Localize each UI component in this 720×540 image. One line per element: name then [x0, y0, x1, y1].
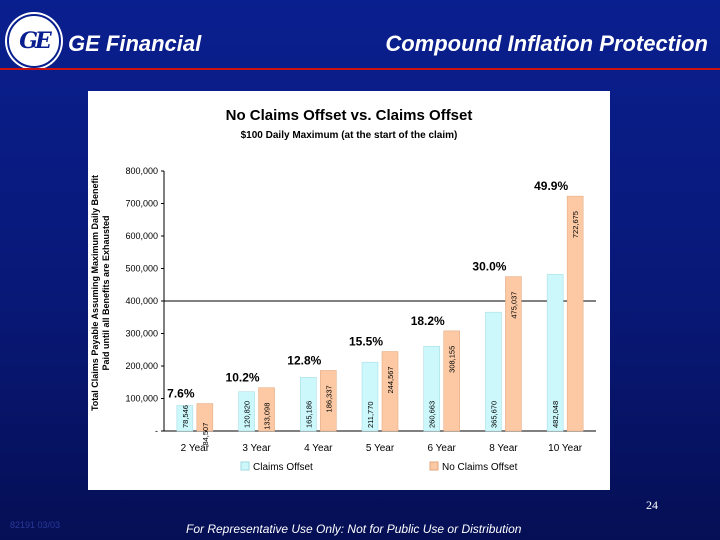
legend-swatch-no-claims-offset [429, 461, 439, 471]
data-label-claims-offset: 165,186 [304, 401, 313, 428]
bar-claims-offset [546, 274, 564, 432]
data-label-no-claims-offset: 244,567 [386, 366, 395, 393]
percentage-label: 49.9% [534, 179, 568, 193]
chart-subtitle: $100 Daily Maximum (at the start of the … [241, 130, 458, 141]
bar-no-claims-offset [505, 276, 522, 432]
page-number: 24 [646, 498, 658, 512]
data-label-no-claims-offset: 133,098 [263, 403, 272, 430]
header-rule [0, 68, 720, 70]
page-title: Compound Inflation Protection [385, 31, 708, 56]
bar-chart: No Claims Offset vs. Claims Offset $100 … [90, 107, 596, 473]
x-tick-label: 10 Year [548, 443, 583, 454]
y-axis-label-line2: Paid until all Benefits are Exhausted [101, 215, 111, 370]
data-label-claims-offset: 482,048 [551, 401, 560, 428]
y-tick-label: 700,000 [125, 199, 158, 209]
y-axis-label-line1: Total Claims Payable Assuming Maximum Da… [90, 175, 100, 411]
bar-claims-offset [423, 346, 440, 432]
x-tick-label: 2 Year [181, 443, 210, 454]
data-label-claims-offset: 260,663 [428, 401, 437, 428]
brand-title: GE Financial [68, 31, 202, 56]
data-label-no-claims-offset: 722,675 [571, 211, 580, 238]
x-tick-label: 3 Year [242, 443, 271, 454]
y-tick-label: 200,000 [125, 361, 158, 371]
data-label-claims-offset: 120,820 [243, 401, 252, 428]
data-label-no-claims-offset: 308,155 [448, 346, 457, 373]
percentage-label: 15.5% [349, 335, 383, 349]
bar-no-claims-offset [320, 370, 337, 432]
x-tick-label: 8 Year [489, 443, 518, 454]
bar-no-claims-offset [443, 330, 460, 432]
bar-claims-offset [485, 311, 502, 432]
y-tick-label: 500,000 [125, 264, 158, 274]
chart-title: No Claims Offset vs. Claims Offset [226, 107, 473, 124]
document-code: 82191 03/03 [10, 520, 61, 530]
bar-claims-offset [176, 405, 194, 432]
data-label-claims-offset: 365,670 [489, 401, 498, 428]
bar-claims-offset [361, 361, 379, 432]
y-tick-label: 400,000 [125, 296, 158, 306]
y-tick-label: - [155, 426, 158, 436]
percentage-label: 10.2% [226, 371, 260, 385]
x-tick-label: 5 Year [366, 443, 395, 454]
percentage-label: 30.0% [472, 260, 506, 274]
y-tick-label: 300,000 [125, 329, 158, 339]
bar-claims-offset [238, 391, 255, 432]
y-tick-label: 100,000 [125, 394, 158, 404]
percentage-label: 18.2% [411, 314, 445, 328]
legend-swatch-claims-offset [240, 461, 250, 471]
disclaimer: For Representative Use Only: Not for Pub… [186, 522, 522, 536]
y-tick-label: 800,000 [125, 166, 158, 176]
x-tick-label: 4 Year [304, 443, 333, 454]
x-tick-label: 6 Year [428, 443, 457, 454]
legend-label-claims-offset: Claims Offset [253, 462, 313, 473]
bar-claims-offset [300, 377, 317, 432]
data-label-no-claims-offset: 84,507 [201, 423, 210, 446]
bar-no-claims-offset [258, 387, 275, 432]
percentage-label: 7.6% [167, 387, 195, 401]
data-label-no-claims-offset: 475,037 [509, 291, 518, 318]
ge-logo: GE [7, 14, 61, 68]
bar-no-claims-offset [381, 351, 399, 432]
ge-logo-text: GE [19, 28, 52, 54]
percentage-label: 12.8% [287, 353, 321, 367]
chart-panel: No Claims Offset vs. Claims Offset $100 … [88, 91, 610, 490]
bar-no-claims-offset [566, 195, 584, 432]
data-label-claims-offset: 78,546 [181, 405, 190, 428]
legend-label-no-claims-offset: No Claims Offset [442, 462, 518, 473]
data-label-claims-offset: 211,770 [366, 401, 375, 428]
data-label-no-claims-offset: 186,337 [324, 385, 333, 412]
y-tick-label: 600,000 [125, 231, 158, 241]
bar-no-claims-offset [196, 403, 214, 432]
